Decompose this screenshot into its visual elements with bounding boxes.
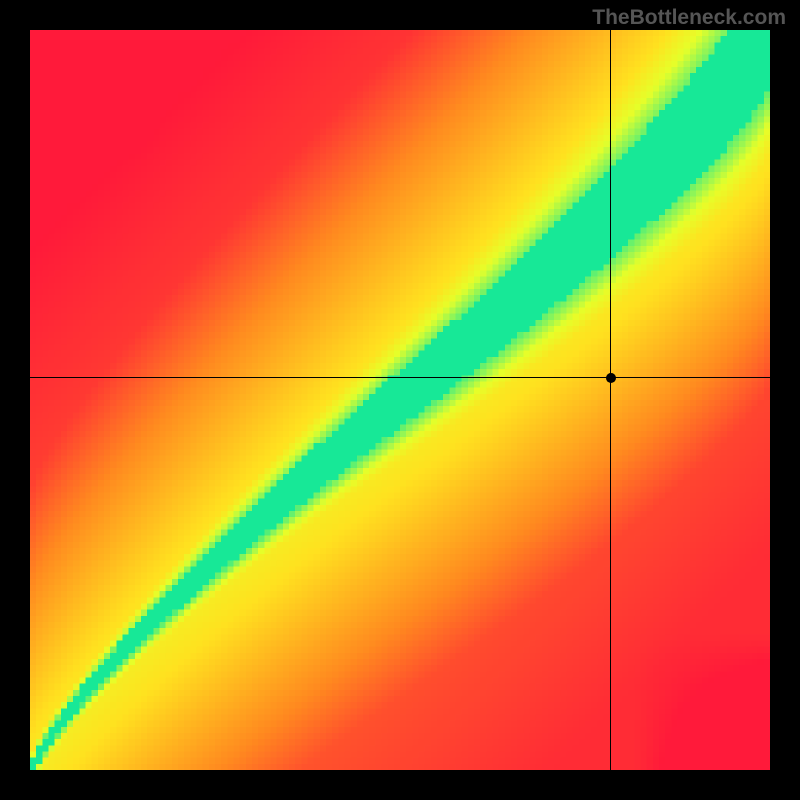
bottleneck-heatmap: [30, 30, 770, 770]
chart-container: TheBottleneck.com: [0, 0, 800, 800]
crosshair-vertical: [610, 30, 611, 770]
watermark-text: TheBottleneck.com: [592, 6, 786, 30]
crosshair-dot: [605, 372, 617, 384]
crosshair-horizontal: [30, 377, 770, 378]
